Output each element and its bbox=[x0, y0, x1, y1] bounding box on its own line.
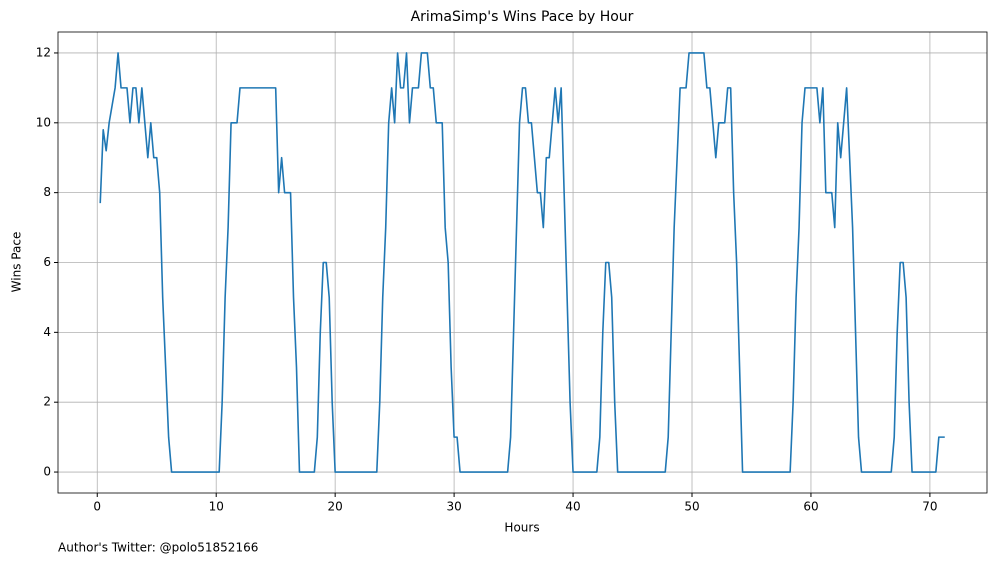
x-tick-label: 40 bbox=[565, 500, 580, 514]
footer: Author's Twitter: @polo51852166 bbox=[58, 541, 258, 555]
x-tick-label: 20 bbox=[328, 500, 343, 514]
x-tick-label: 70 bbox=[922, 500, 937, 514]
x-tick-label: 60 bbox=[803, 500, 818, 514]
y-tick-label: 10 bbox=[36, 115, 51, 129]
y-tick-label: 6 bbox=[43, 255, 51, 269]
x-tick-label: 0 bbox=[93, 500, 101, 514]
y-tick-label: 2 bbox=[43, 395, 51, 409]
x-tick-label: 50 bbox=[684, 500, 699, 514]
y-tick-label: 8 bbox=[43, 185, 51, 199]
x-tick-label: 10 bbox=[209, 500, 224, 514]
y-tick-label: 0 bbox=[43, 465, 51, 479]
x-tick-label: 30 bbox=[446, 500, 461, 514]
y-tick-label: 12 bbox=[36, 45, 51, 59]
plot-frame bbox=[57, 31, 988, 494]
chart-title: ArimaSimp's Wins Pace by Hour bbox=[411, 9, 634, 25]
y-axis-label: Wins Pace bbox=[10, 232, 24, 293]
x-axis-label: Hours bbox=[504, 521, 539, 535]
y-tick-label: 4 bbox=[43, 325, 51, 339]
line-series bbox=[99, 52, 945, 473]
